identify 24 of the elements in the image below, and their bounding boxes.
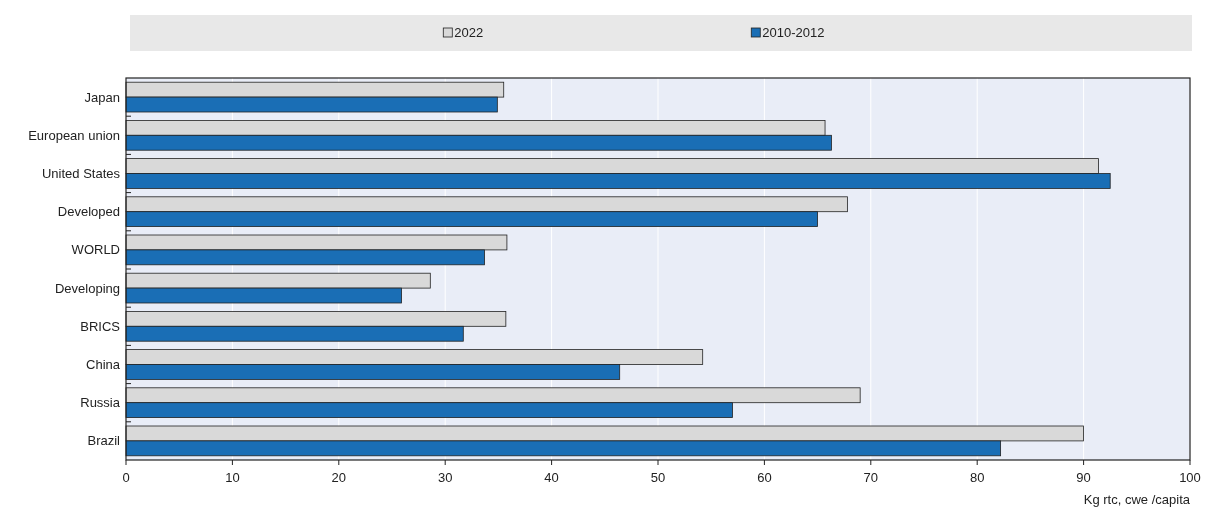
x-tick-label: 50 (650, 470, 666, 485)
x-tick-label: 30 (437, 470, 453, 485)
y-tick-label: WORLD (71, 242, 120, 258)
legend-label: 2010-2012 (762, 25, 825, 40)
y-tick-label: China (86, 357, 121, 372)
y-tick-label: BRICS (80, 318, 121, 334)
y-tick-label: United States (41, 166, 121, 181)
x-tick-label: 100 (1179, 470, 1201, 485)
x-axis-title: Kg rtc, cwe /capita (1083, 492, 1191, 507)
x-tick-label: 0 (122, 470, 130, 485)
x-tick-label: 40 (544, 470, 559, 485)
y-tick-label: Japan (84, 89, 120, 105)
x-tick-label: 70 (863, 470, 879, 485)
x-tick-label: 20 (331, 470, 347, 485)
y-tick-label: Developed (57, 204, 120, 220)
y-tick-label: Russia (80, 395, 121, 411)
x-tick-label: 10 (225, 470, 240, 485)
legend-label: 2022 (454, 25, 484, 40)
x-tick-label: 90 (1076, 470, 1091, 485)
x-tick-label: 80 (969, 470, 985, 485)
x-tick-label: 60 (757, 470, 772, 485)
y-tick-label: Developing (54, 280, 120, 296)
y-tick-label: European union (28, 127, 120, 143)
y-tick-label: Brazil (87, 433, 121, 449)
